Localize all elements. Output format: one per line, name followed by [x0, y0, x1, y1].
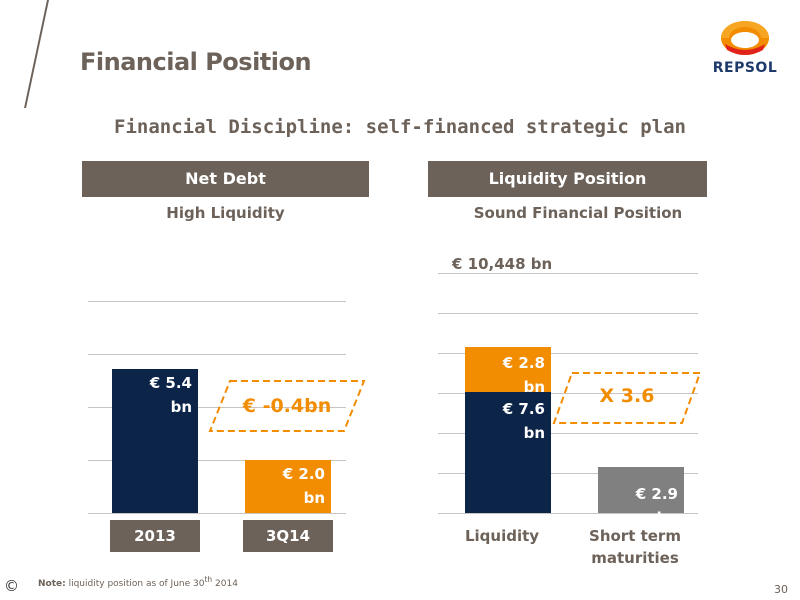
copyright-icon: ©	[4, 577, 19, 595]
bar-short-term-maturities	[598, 466, 684, 513]
x-label-short-term-maturities: Short term maturities	[589, 527, 681, 567]
x-label-2013: 2013	[110, 520, 200, 552]
grid-line	[438, 513, 698, 514]
bar-liquidity-top	[465, 347, 551, 392]
bar-2013	[112, 368, 198, 513]
subtitle-text: Financial Discipline: self-financed stra…	[114, 116, 686, 138]
grid-line	[88, 301, 346, 302]
liquidity-position-subheader: Sound Financial Position	[473, 204, 683, 222]
x-label-3q14: 3Q14	[243, 520, 333, 552]
liquidity-callout-frame	[552, 372, 702, 424]
grid-line	[88, 513, 346, 514]
grid-line	[438, 353, 698, 354]
grid-line	[88, 354, 346, 355]
net-debt-callout: € -0.4bn	[242, 395, 332, 417]
page-title: Financial Position	[80, 48, 312, 76]
liquidity-position-header: Liquidity Position	[428, 161, 707, 197]
bar-value-label: € 2.9 bn	[635, 484, 678, 527]
footnote-sup: th	[204, 575, 213, 584]
footnote: Note: liquidity position as of June 30th…	[38, 575, 238, 589]
repsol-emblem-icon	[721, 21, 769, 55]
x-label-liquidity: Liquidity	[464, 527, 540, 545]
bar-value-label: € 2.0 bn	[282, 464, 325, 507]
bar-liquidity-base	[465, 391, 551, 513]
net-debt-header: Net Debt	[82, 161, 369, 197]
footnote-text: liquidity position as of June 30	[65, 579, 205, 589]
grid-line	[88, 460, 346, 461]
grid-line	[438, 313, 698, 314]
decorative-slash	[24, 0, 49, 108]
net-debt-subheader: High Liquidity	[166, 204, 285, 222]
bar-value-label: € 2.8 bn	[502, 354, 545, 397]
x-label-text: 3Q14	[265, 527, 311, 545]
bar-value-label: € 5.4 bn	[149, 373, 192, 416]
footnote-year: 2014	[212, 579, 238, 589]
grid-line	[88, 407, 346, 408]
liquidity-total-label: € 10,448 bn	[452, 255, 553, 273]
bar-value-label: € 7.6 bn	[502, 399, 545, 442]
repsol-wordmark: REPSOL	[712, 60, 778, 76]
grid-line	[438, 473, 698, 474]
bar-3Q14	[245, 459, 331, 513]
grid-line	[438, 393, 698, 394]
grid-line	[438, 433, 698, 434]
liquidity-callout: X 3.6	[599, 385, 655, 407]
net-debt-callout-frame	[208, 380, 366, 432]
x-label-text: 2013	[134, 527, 176, 545]
page-number: 30	[774, 583, 788, 596]
grid-line	[438, 273, 698, 274]
repsol-logo: REPSOL	[703, 10, 787, 80]
slide-subtitle: Financial Discipline: self-financed stra…	[0, 116, 800, 138]
footnote-label: Note:	[38, 579, 66, 589]
